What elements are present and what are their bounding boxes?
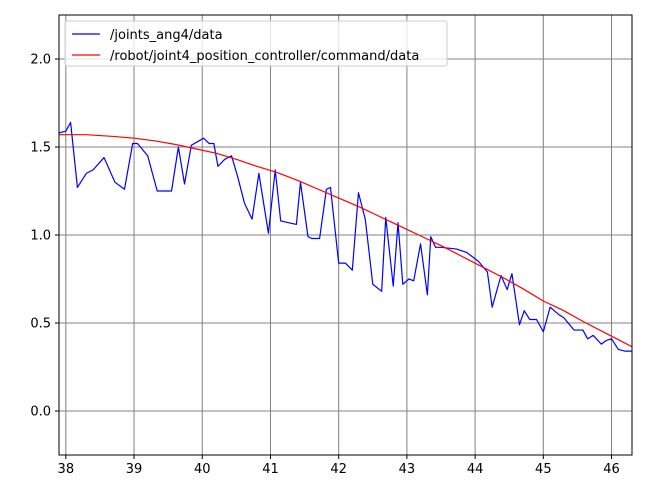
y-tick-label: 0.5	[30, 317, 51, 332]
legend: /joints_ang4/data /robot/joint4_position…	[64, 20, 448, 67]
x-tick-label: 39	[126, 462, 143, 477]
series-line-1	[59, 121, 632, 352]
x-tick-label: 41	[262, 462, 279, 477]
x-tick-label: 40	[194, 462, 211, 477]
legend-label-series-2: /robot/joint4_position_controller/comman…	[110, 49, 419, 64]
y-tick-label: 1.5	[30, 141, 51, 156]
grid-lines	[59, 15, 632, 455]
y-tick-label: 1.0	[30, 229, 51, 244]
x-tick-label: 43	[399, 462, 416, 477]
series-lines	[59, 121, 632, 352]
y-tick-label: 2.0	[30, 53, 51, 68]
y-tick-label: 0.0	[30, 405, 51, 420]
x-tick-label: 46	[603, 462, 620, 477]
x-tick-label: 38	[58, 462, 75, 477]
axis-ticks: 38 39 40 41 42 43 44 45 46 0.0 0.5 1.0 1.5 2.0	[30, 53, 619, 478]
x-tick-label: 45	[535, 462, 552, 477]
legend-box	[64, 20, 448, 67]
legend-label-series-1: /joints_ang4/data	[110, 28, 223, 43]
series-line-2	[59, 134, 632, 348]
x-tick-label: 42	[330, 462, 347, 477]
x-tick-label: 44	[467, 462, 484, 477]
